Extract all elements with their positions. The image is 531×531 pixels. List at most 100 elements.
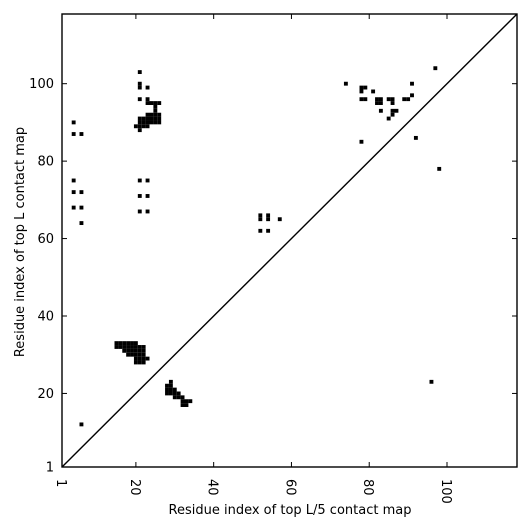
contact-point-upper xyxy=(145,101,150,105)
contact-point-upper xyxy=(157,101,162,105)
contact-point-upper xyxy=(386,116,391,121)
contact-point-lower xyxy=(176,391,181,396)
contact-point-lower xyxy=(168,383,173,388)
contact-point-upper xyxy=(137,124,142,129)
contact-point-upper xyxy=(153,104,158,109)
contact-point-lower xyxy=(165,383,169,388)
contact-point-upper xyxy=(266,213,271,218)
contact-point-upper xyxy=(79,205,84,210)
contact-point-lower xyxy=(130,345,134,349)
contact-point-upper xyxy=(410,93,414,98)
contact-point-lower xyxy=(133,345,138,349)
contact-point-lower xyxy=(176,395,181,400)
y-axis-label: Residue index of top L contact map xyxy=(13,127,28,357)
contact-point-upper xyxy=(145,178,150,183)
contact-point-upper xyxy=(149,120,154,125)
contact-point-upper xyxy=(359,85,364,90)
y-tick-label: 1 xyxy=(46,461,54,476)
contact-point-upper xyxy=(137,209,142,214)
x-tick-label: 20 xyxy=(127,479,142,496)
contact-point-upper xyxy=(413,135,418,140)
contact-point-lower xyxy=(168,391,173,396)
contact-point-upper xyxy=(137,85,142,90)
contact-point-lower xyxy=(126,352,131,357)
contact-point-upper xyxy=(258,213,263,218)
contact-point-upper xyxy=(71,132,76,136)
contact-point-upper xyxy=(145,112,150,117)
contact-point-upper xyxy=(141,116,146,121)
contact-point-upper xyxy=(394,108,399,113)
contact-point-upper xyxy=(79,132,84,136)
contact-point-upper xyxy=(157,112,162,117)
contact-point-lower xyxy=(188,399,193,404)
contact-point-upper xyxy=(133,124,138,129)
contact-point-upper xyxy=(153,116,158,121)
contact-point-upper xyxy=(145,124,150,129)
contact-point-upper xyxy=(79,190,84,195)
contact-point-upper xyxy=(437,166,442,171)
contact-point-upper xyxy=(71,205,76,210)
contact-point-upper xyxy=(402,97,407,102)
contact-point-upper xyxy=(363,85,368,90)
contact-point-upper xyxy=(375,97,379,102)
x-tick-label: 100 xyxy=(438,479,453,504)
contact-point-lower xyxy=(137,352,142,357)
contact-point-lower xyxy=(130,341,134,346)
contact-point-upper xyxy=(359,97,364,102)
contact-point-upper xyxy=(390,101,395,105)
contact-point-upper xyxy=(145,85,150,90)
contact-point-lower xyxy=(184,399,189,404)
contact-point-upper xyxy=(137,120,142,125)
contact-point-lower xyxy=(133,356,138,361)
contact-point-upper xyxy=(258,228,263,233)
contact-point-lower xyxy=(130,352,134,357)
contact-point-upper xyxy=(137,194,142,198)
contact-point-upper xyxy=(141,120,146,125)
contact-point-lower xyxy=(133,341,138,346)
contact-point-upper xyxy=(145,97,150,102)
contact-point-upper xyxy=(378,108,383,113)
contact-point-lower xyxy=(79,422,84,427)
contact-point-lower xyxy=(168,379,173,384)
contact-point-upper xyxy=(390,97,395,102)
contact-point-upper xyxy=(137,116,142,121)
contact-point-lower xyxy=(133,352,138,357)
contact-point-upper xyxy=(375,101,379,105)
contact-point-lower xyxy=(172,387,177,392)
contact-point-lower xyxy=(141,348,146,353)
contact-point-lower xyxy=(118,341,123,346)
contact-point-upper xyxy=(157,116,162,121)
contact-point-upper xyxy=(79,221,84,226)
contact-point-lower xyxy=(126,345,131,349)
contact-point-lower xyxy=(165,391,169,396)
contact-point-upper xyxy=(378,97,383,102)
contact-point-upper xyxy=(145,194,150,198)
contact-point-upper xyxy=(71,178,76,183)
contact-point-lower xyxy=(180,403,185,407)
contact-point-upper xyxy=(266,217,271,222)
contact-point-upper xyxy=(406,97,411,102)
contact-point-upper xyxy=(145,116,150,121)
contact-point-upper xyxy=(378,101,383,105)
contact-point-upper xyxy=(258,217,263,222)
contact-point-lower xyxy=(133,348,138,353)
contact-point-lower xyxy=(133,360,138,365)
contact-point-upper xyxy=(145,209,150,214)
y-tick-label: 20 xyxy=(37,387,54,402)
contact-point-upper xyxy=(71,120,76,125)
y-tick-label: 80 xyxy=(37,155,54,170)
contact-point-lower xyxy=(130,348,134,353)
contact-point-upper xyxy=(410,81,414,86)
contact-point-upper xyxy=(71,190,76,195)
contact-point-lower xyxy=(137,360,142,365)
contact-point-lower xyxy=(141,352,146,357)
contact-point-lower xyxy=(172,391,177,396)
plot-frame xyxy=(61,13,518,468)
x-tick-label: 60 xyxy=(282,479,297,496)
contact-point-upper xyxy=(137,81,142,86)
contact-point-upper xyxy=(153,112,158,117)
contact-point-lower xyxy=(141,345,146,349)
contact-point-lower xyxy=(122,345,127,349)
